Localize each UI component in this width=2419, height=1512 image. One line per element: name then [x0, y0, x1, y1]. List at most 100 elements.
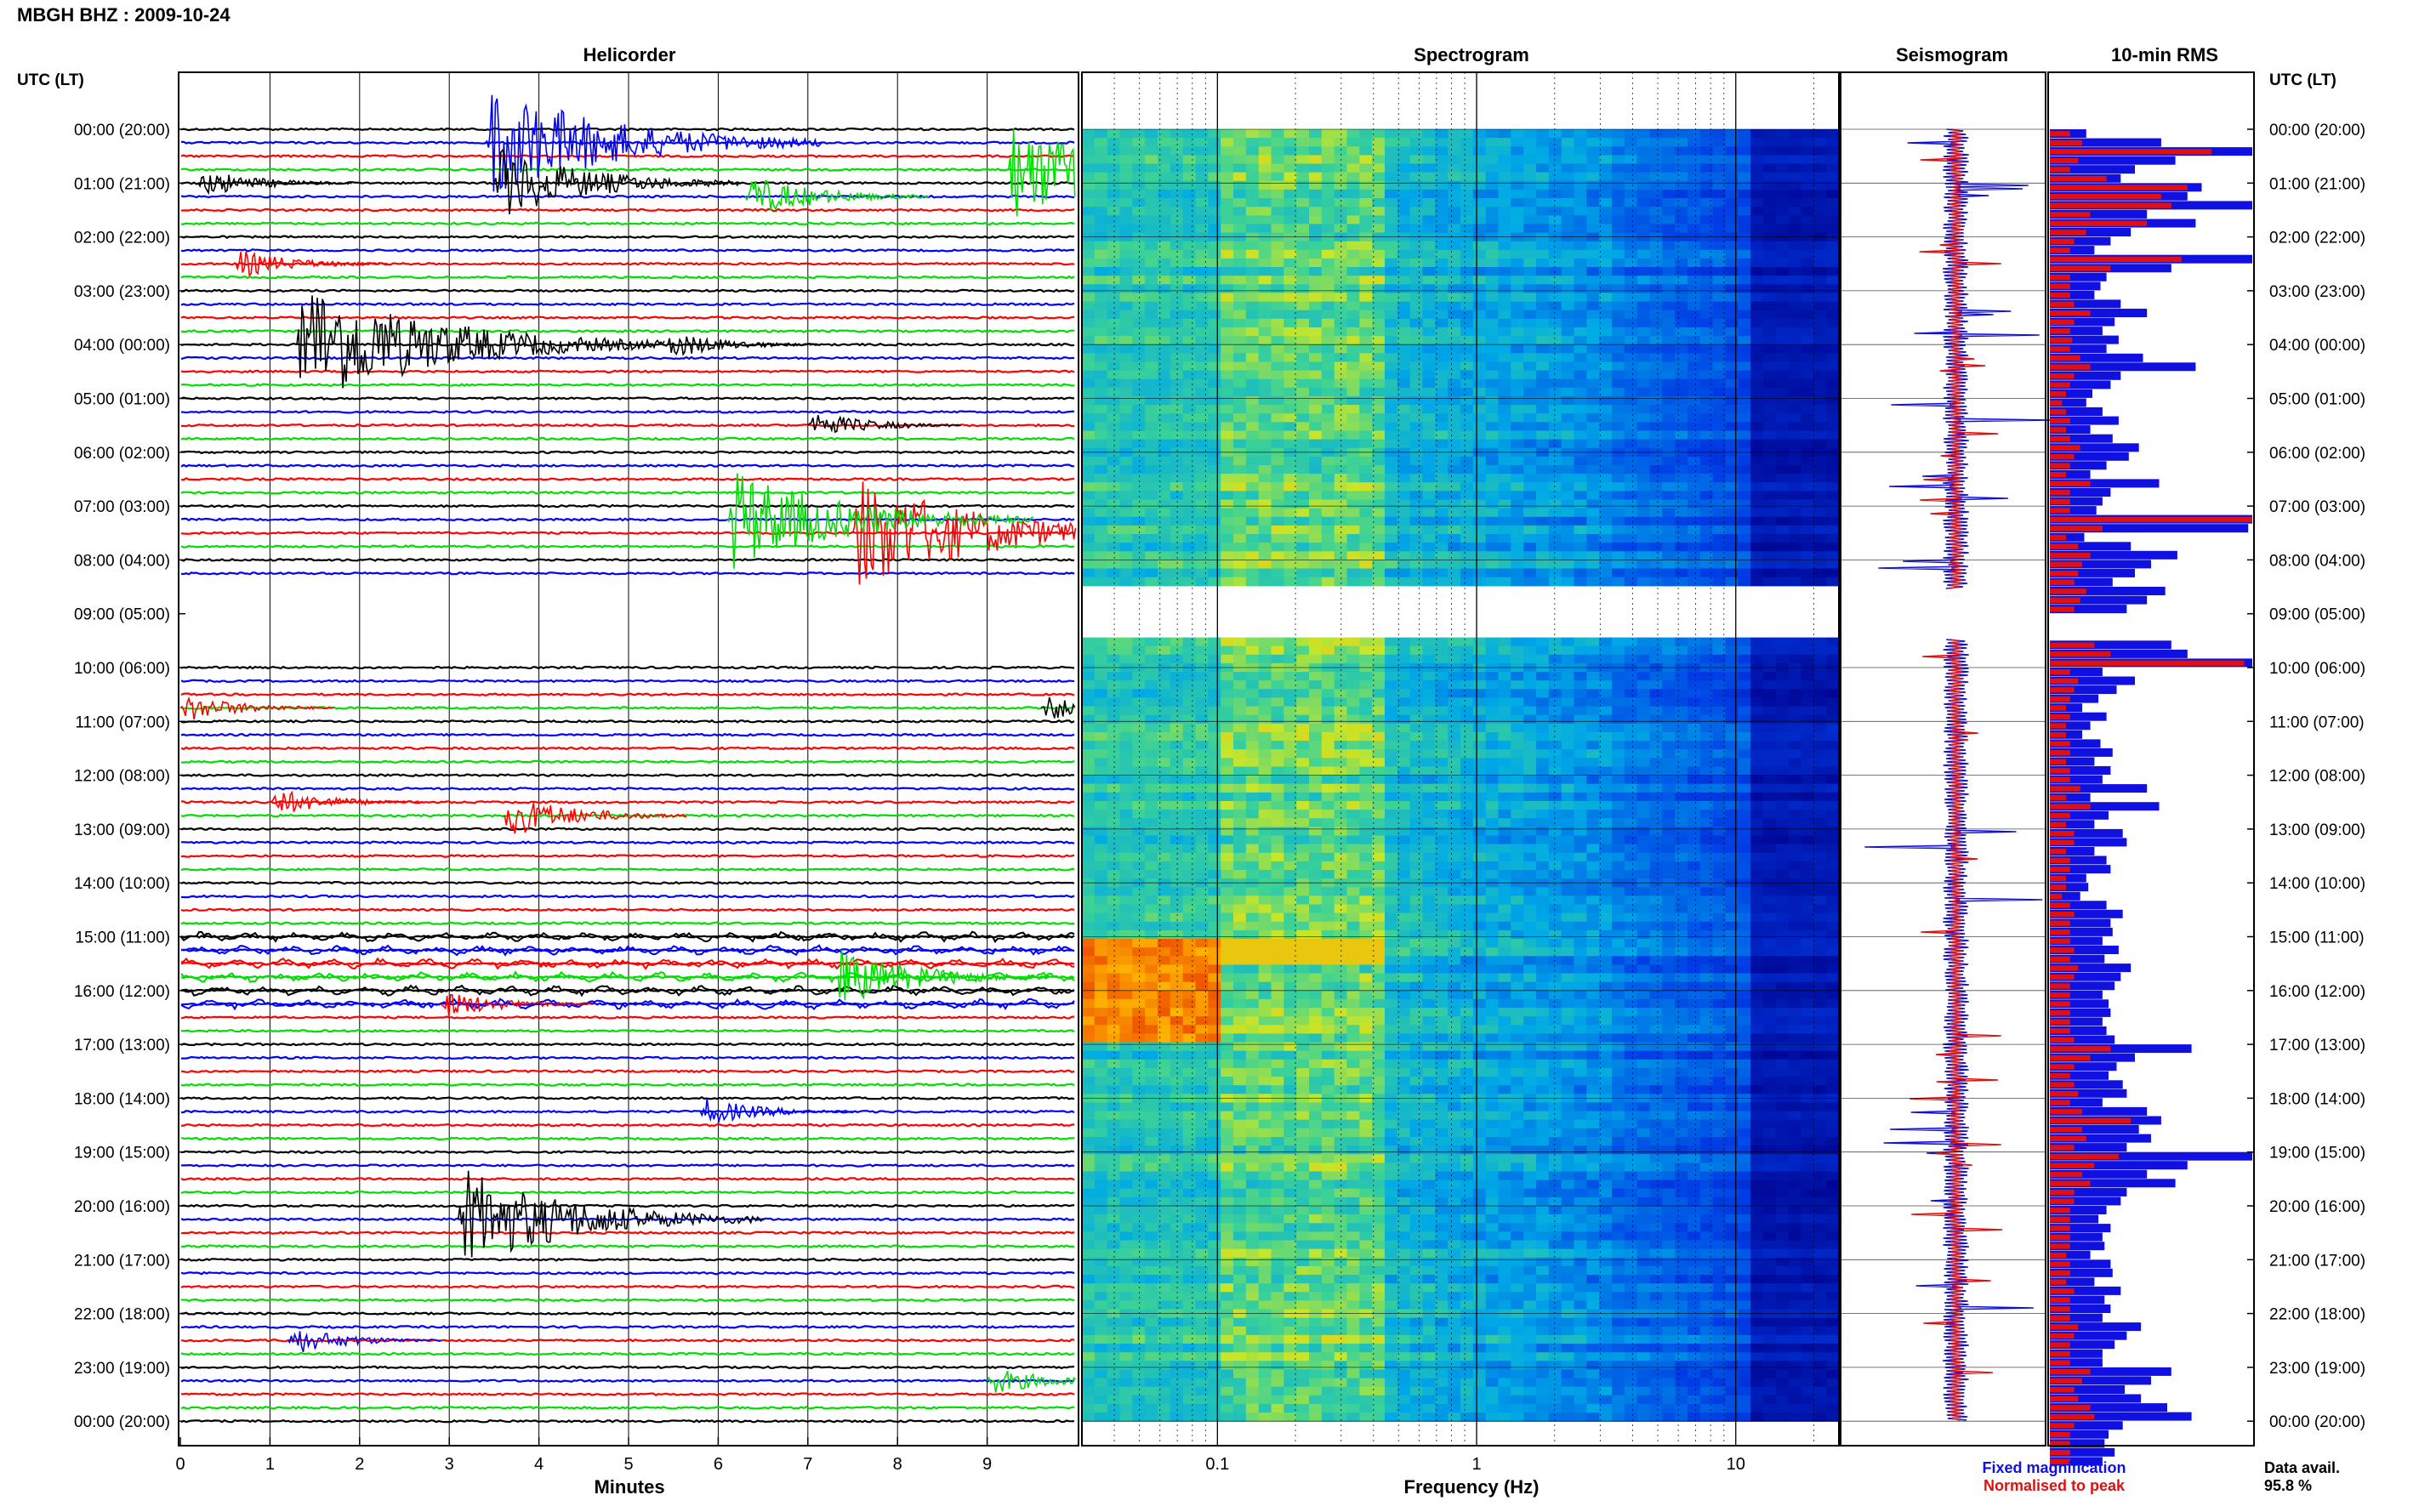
spectrogram-cell — [1738, 835, 1751, 845]
spectrogram-cell — [1385, 456, 1398, 466]
spectrogram-cell — [1561, 835, 1575, 845]
spectrogram-cell — [1725, 439, 1739, 449]
spectrogram-cell — [1636, 155, 1651, 165]
spectrogram-cell — [1145, 783, 1158, 793]
spectrogram-cell — [1245, 568, 1260, 578]
spectrogram-cell — [1321, 267, 1335, 276]
spectrogram-cell — [1321, 714, 1335, 725]
spectrogram-cell — [1245, 180, 1260, 190]
spectrogram-cell — [1321, 310, 1335, 320]
spectrogram-cell — [1132, 215, 1146, 225]
spectrogram-cell — [1775, 706, 1790, 716]
spectrogram-cell — [1258, 336, 1272, 345]
spectrogram-cell — [1813, 551, 1827, 560]
spectrogram-cell — [1346, 422, 1360, 432]
spectrogram-cell — [1788, 267, 1802, 276]
spectrogram-cell — [1801, 146, 1814, 156]
spectrogram-cell — [1385, 551, 1398, 560]
spectrogram-cell — [1485, 637, 1500, 647]
spectrogram-cell — [1158, 336, 1171, 345]
spectrogram-cell — [1498, 508, 1511, 518]
spectrogram-cell — [1422, 697, 1436, 708]
spectrogram-cell — [1636, 801, 1651, 810]
spectrogram-cell — [1296, 430, 1310, 441]
spectrogram-cell — [1536, 215, 1550, 225]
spectrogram-cell — [1182, 749, 1197, 759]
spectrogram-cell — [1738, 370, 1751, 380]
spectrogram-cell — [1346, 249, 1360, 259]
spectrogram-cell — [1422, 353, 1436, 362]
spectrogram-cell — [1775, 430, 1790, 441]
spectrogram-cell — [1385, 241, 1398, 251]
spectrogram-cell — [1158, 637, 1171, 647]
spectrogram-cell — [1763, 396, 1777, 406]
spectrogram-cell — [1523, 714, 1537, 725]
spectrogram-cell — [1283, 560, 1297, 570]
spectrogram-cell — [1245, 827, 1260, 837]
spectrogram-cell — [1233, 672, 1247, 681]
spectrogram-cell — [1119, 645, 1133, 656]
spectrogram-cell — [1195, 680, 1209, 690]
spectrogram-cell — [1385, 189, 1398, 199]
spectrogram-cell — [1132, 224, 1146, 234]
spectrogram-cell — [1397, 525, 1411, 535]
spectrogram-cell — [1561, 224, 1575, 234]
spectrogram-cell — [1548, 801, 1562, 810]
spectrogram-cell — [1158, 224, 1171, 234]
spectrogram-cell — [1738, 387, 1751, 397]
spectrogram-cell — [1296, 835, 1310, 845]
spectrogram-cell — [1283, 783, 1297, 793]
spectrogram-cell — [1725, 189, 1739, 199]
spectrogram-cell — [1082, 327, 1096, 337]
spectrogram-cell — [1763, 741, 1777, 750]
spectrogram-cell — [1296, 155, 1310, 165]
spectrogram-cell — [1662, 534, 1676, 543]
spectrogram-cell — [1271, 551, 1284, 560]
spectrogram-cell — [1775, 723, 1790, 733]
spectrogram-cell — [1699, 430, 1714, 441]
spectrogram-cell — [1725, 766, 1739, 776]
spectrogram-cell — [1801, 155, 1814, 165]
spectrogram-cell — [1599, 861, 1613, 871]
spectrogram-cell — [1675, 172, 1688, 182]
spectrogram-cell — [1725, 198, 1739, 207]
spectrogram-cell — [1485, 758, 1500, 767]
spectrogram-cell — [1574, 525, 1587, 535]
spectrogram-cell — [1725, 310, 1739, 320]
spectrogram-cell — [1699, 249, 1714, 259]
spectrogram-cell — [1258, 749, 1272, 759]
spectrogram-cell — [1636, 405, 1651, 414]
spectrogram-cell — [1523, 370, 1537, 380]
spectrogram-cell — [1612, 714, 1625, 725]
spectrogram-cell — [1309, 525, 1323, 535]
spectrogram-cell — [1409, 207, 1424, 216]
spectrogram-cell — [1359, 163, 1373, 173]
spectrogram-cell — [1485, 327, 1500, 337]
spectrogram-cell — [1409, 810, 1424, 819]
spectrogram-cell — [1624, 146, 1638, 156]
spectrogram-cell — [1094, 818, 1108, 827]
spectrogram-cell — [1409, 224, 1424, 234]
spectrogram-cell — [1813, 241, 1827, 251]
spectrogram-cell — [1119, 310, 1133, 320]
spectrogram-cell — [1523, 172, 1537, 182]
spectrogram-cell — [1826, 482, 1840, 492]
spectrogram-cell — [1158, 370, 1171, 380]
spectrogram-cell — [1813, 654, 1827, 664]
spectrogram-cell — [1813, 215, 1827, 225]
spectrogram-cell — [1599, 241, 1613, 251]
spectrogram-cell — [1309, 758, 1323, 767]
spectrogram-cell — [1498, 396, 1511, 406]
spectrogram-cell — [1561, 465, 1575, 475]
spectrogram-cell — [1523, 413, 1537, 423]
spectrogram-cell — [1258, 198, 1272, 207]
spectrogram-cell — [1195, 887, 1209, 896]
spectrogram-cell — [1309, 577, 1323, 587]
spectrogram-cell — [1498, 749, 1511, 759]
spectrogram-cell — [1599, 706, 1613, 716]
spectrogram-cell — [1675, 396, 1688, 406]
spectrogram-cell — [1826, 396, 1840, 406]
spectrogram-cell — [1624, 336, 1638, 345]
spectrogram-cell — [1574, 835, 1587, 845]
spectrogram-cell — [1536, 465, 1550, 475]
